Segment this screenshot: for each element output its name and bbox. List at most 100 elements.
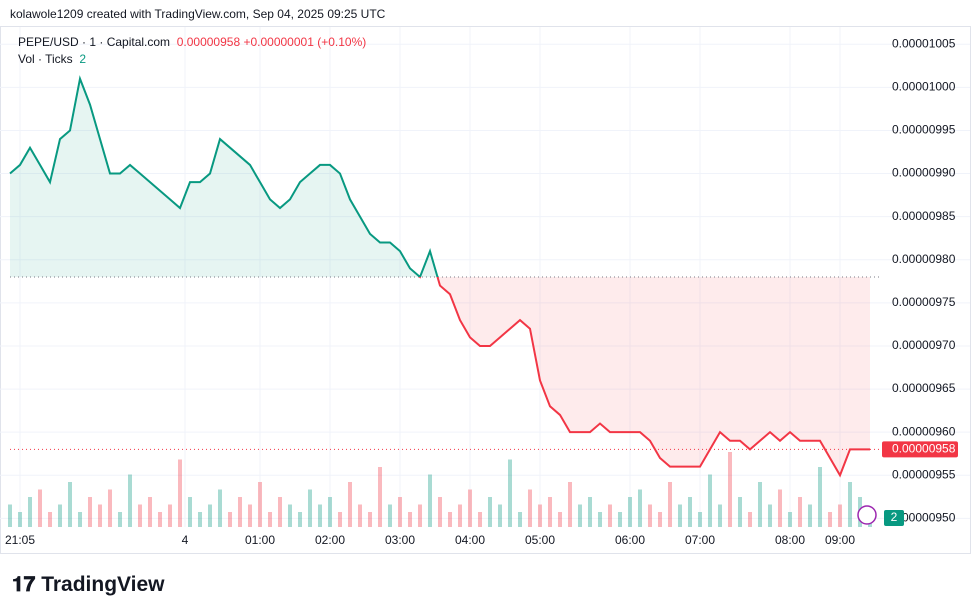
volume-bar	[448, 512, 452, 527]
volume-bar	[398, 497, 402, 527]
volume-bar	[598, 512, 602, 527]
volume-bar	[368, 512, 372, 527]
volume-bar	[428, 474, 432, 527]
volume-bar	[108, 489, 112, 527]
volume-bar	[628, 497, 632, 527]
volume-bar	[58, 504, 62, 527]
change-pct: (+0.10%)	[317, 35, 367, 49]
legend: PEPE/USD · 1 · Capital.com 0.00000958 +0…	[18, 35, 366, 49]
volume-bar	[408, 512, 412, 527]
last-price: 0.00000958	[176, 35, 241, 49]
volume-bar	[298, 512, 302, 527]
lightning-icon	[857, 505, 877, 525]
volume-bar	[198, 512, 202, 527]
volume-bar	[18, 512, 22, 527]
price-line	[9, 75, 870, 478]
volume-bar	[8, 504, 12, 527]
x-tick-label: 07:00	[685, 533, 715, 547]
change: +0.00000001	[243, 35, 314, 49]
area-fill	[10, 78, 870, 476]
volume-bar	[848, 482, 852, 527]
y-tick-label: 0.00000990	[892, 166, 956, 180]
volume-bar	[228, 512, 232, 527]
volume-bar	[658, 512, 662, 527]
volume-bar	[778, 489, 782, 527]
volume-bar	[338, 512, 342, 527]
volume-bar	[128, 474, 132, 527]
volume-bar	[698, 512, 702, 527]
x-tick-label: 03:00	[385, 533, 415, 547]
volume-bar	[748, 512, 752, 527]
volume-bar	[268, 512, 272, 527]
volume-bar	[88, 497, 92, 527]
volume-bar	[678, 504, 682, 527]
volume-bar	[348, 482, 352, 527]
y-tick-label: 0.00000970	[892, 338, 956, 352]
volume-bar	[258, 482, 262, 527]
volume-bar	[558, 512, 562, 527]
volume-bar	[798, 497, 802, 527]
volume-last: 2	[79, 52, 87, 66]
chart: 0.00000950 0.00000955 0.00000960 0.00000965…	[0, 26, 971, 554]
volume-bar	[718, 504, 722, 527]
logo-text: TradingView	[41, 573, 165, 596]
x-tick-label: 05:00	[525, 533, 555, 547]
volume-bar	[528, 489, 532, 527]
volume-bar	[378, 467, 382, 527]
volume-bar	[178, 459, 182, 527]
volume-bar	[578, 504, 582, 527]
volume-bar	[828, 512, 832, 527]
volume-bar	[768, 504, 772, 527]
volume-bar	[548, 497, 552, 527]
volume-bar	[668, 482, 672, 527]
x-tick-label: 08:00	[775, 533, 805, 547]
volume-box	[884, 510, 904, 526]
volume-bar	[148, 497, 152, 527]
volume-bar	[608, 504, 612, 527]
logo: 𝟏𝟕 TradingView	[12, 572, 165, 596]
volume-bar	[48, 512, 52, 527]
volume-bar	[728, 452, 732, 527]
volume-bar	[418, 504, 422, 527]
volume-bar	[618, 512, 622, 527]
volume-bar	[358, 504, 362, 527]
volume-bar	[278, 497, 282, 527]
volume-bar	[538, 504, 542, 527]
y-tick-label: 0.00000950	[892, 511, 956, 525]
y-tick-label: 0.00000960	[892, 424, 956, 438]
volume-bar	[328, 497, 332, 527]
volume-bar	[38, 489, 42, 527]
volume-bar	[508, 459, 512, 527]
x-tick-label: 21:05	[5, 533, 35, 547]
volume-bar	[588, 497, 592, 527]
volume-bar	[238, 497, 242, 527]
volume-bar	[758, 482, 762, 527]
volume-bar	[138, 504, 142, 527]
volume-bar	[188, 497, 192, 527]
y-tick-label: 0.00000985	[892, 209, 956, 223]
y-tick-label: 0.00000955	[892, 467, 956, 481]
volume-bar	[708, 474, 712, 527]
volume-bar	[468, 489, 472, 527]
volume-bar	[648, 504, 652, 527]
volume-bar	[318, 504, 322, 527]
volume-bar	[518, 512, 522, 527]
x-tick-label: 04:00	[455, 533, 485, 547]
volume-bar	[788, 512, 792, 527]
x-tick-label: 4	[182, 533, 189, 547]
volume-bar	[28, 497, 32, 527]
volume-bar	[248, 504, 252, 527]
frame	[0, 26, 971, 554]
volume-bar	[98, 504, 102, 527]
volume-bar	[568, 482, 572, 527]
last-price-label: 0.00000958	[892, 442, 956, 456]
y-tick-label: 0.00001005	[892, 36, 956, 50]
volume-bar	[118, 512, 122, 527]
y-tick-label: 0.00000995	[892, 123, 956, 137]
volume-bar	[458, 504, 462, 527]
last-price-box	[882, 441, 958, 458]
y-tick-label: 0.00001000	[892, 80, 956, 94]
y-tick-label: 0.00000980	[892, 252, 956, 266]
volume-bar	[438, 497, 442, 527]
